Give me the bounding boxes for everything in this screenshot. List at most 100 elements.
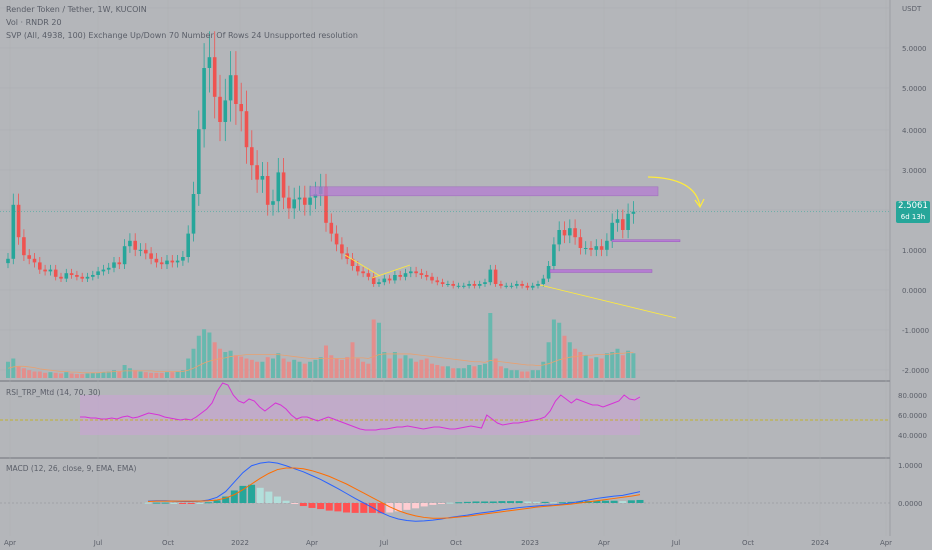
macd-histogram-bar — [239, 485, 247, 503]
candle-body — [583, 248, 588, 249]
candle-body — [59, 276, 63, 279]
candle-body — [250, 147, 254, 166]
volume-bar — [21, 368, 26, 378]
y-tick-label: 0.0000 — [902, 287, 927, 295]
candle-body — [499, 284, 503, 286]
candle-body — [197, 129, 201, 194]
volume-bar — [180, 370, 185, 378]
macd-histogram-bar — [619, 501, 627, 503]
volume-bar — [504, 368, 509, 378]
volume-bar — [85, 373, 90, 378]
macd-histogram-bar — [248, 484, 256, 503]
candle-body — [456, 285, 461, 287]
y-tick-label: -1.0000 — [902, 327, 929, 335]
rsi-pane — [0, 382, 890, 435]
volume-bar — [43, 372, 48, 378]
volume-bar — [578, 352, 583, 378]
macd-histogram-bar — [153, 502, 161, 504]
candle-body — [621, 219, 625, 230]
volume-bar — [377, 322, 381, 378]
volume-bar — [488, 313, 493, 378]
candle-body — [287, 197, 291, 209]
candle-body — [265, 176, 270, 205]
macd-histogram-bar — [291, 503, 299, 504]
volume-bar — [122, 365, 127, 378]
candle-body — [562, 230, 567, 236]
volume-bar — [541, 361, 546, 378]
candle-body — [244, 111, 249, 148]
volume-bar — [271, 358, 275, 378]
candle-body — [276, 172, 281, 202]
candle-body — [85, 276, 90, 279]
candle-body — [207, 57, 212, 68]
volume-bar — [350, 342, 355, 378]
volume-bar — [567, 342, 572, 378]
candle-body — [589, 248, 593, 250]
volume-bar — [239, 356, 244, 378]
macd-histogram-bar — [437, 503, 445, 504]
volume-bar — [207, 332, 212, 378]
volume-bar — [477, 365, 482, 378]
macd-histogram-bar — [524, 501, 532, 503]
volume-bar — [313, 359, 318, 378]
candle-body — [488, 269, 493, 283]
candle-body — [530, 285, 535, 288]
volume-bar — [249, 359, 254, 378]
macd-histogram-bar — [230, 490, 238, 503]
candle-body — [112, 262, 116, 268]
symbol-title[interactable]: Render Token / Tether, 1W, KUCOIN — [6, 5, 147, 14]
macd-histogram-bar — [420, 503, 428, 507]
x-tick-label: Apr — [4, 539, 16, 547]
candle-body — [212, 57, 217, 97]
candle-body — [568, 228, 572, 236]
macd-histogram-bar — [204, 502, 212, 504]
volume-bar — [371, 319, 376, 378]
volume-bar — [228, 350, 233, 378]
candle-body — [552, 244, 556, 266]
arrow-head — [694, 198, 705, 209]
volume-bar — [631, 353, 636, 378]
x-tick-label: Jul — [671, 539, 681, 547]
support-zone — [611, 239, 681, 242]
volume-bar — [260, 361, 265, 378]
volume-bar — [520, 371, 525, 378]
candle-body — [260, 176, 265, 180]
candle-body — [271, 201, 275, 205]
volume-legend[interactable]: Vol · RNDR 20 — [6, 18, 62, 27]
volume-bar — [445, 366, 450, 378]
volume-bar — [106, 371, 111, 378]
candle-body — [324, 186, 328, 223]
volume-bar — [302, 363, 307, 378]
volume-bar — [96, 372, 101, 378]
candle-body — [106, 267, 111, 270]
x-tick-label: Oct — [742, 539, 754, 547]
volume-bar — [419, 359, 424, 378]
volume-bar — [255, 361, 260, 378]
volume-bar — [223, 352, 228, 378]
volume-bar — [456, 368, 461, 378]
volume-bar — [509, 370, 514, 378]
candle-body — [334, 233, 339, 245]
candle-body — [43, 269, 47, 272]
y-tick-label: 4.0000 — [902, 127, 927, 135]
macd-histogram-bar — [429, 503, 437, 505]
macd-histogram-bar — [282, 500, 290, 503]
volume-bar — [467, 365, 472, 378]
candle-body — [144, 249, 148, 254]
macd-legend[interactable]: MACD (12, 26, close, 9, EMA, EMA) — [6, 464, 137, 473]
candle-body — [32, 258, 37, 263]
candle-body — [292, 199, 296, 209]
candlestick-series — [0, 31, 890, 291]
volume-bar — [610, 352, 615, 378]
rsi-legend[interactable]: RSI_TRP_Mtd (14, 70, 30) — [6, 388, 101, 397]
volume-bar — [191, 348, 196, 378]
volume-bar — [276, 353, 281, 378]
svp-legend[interactable]: SVP (All, 4938, 100) Exchange Up/Down 70… — [6, 31, 358, 40]
rsi-line — [80, 382, 641, 431]
y-tick-label: 5.0000 — [902, 45, 927, 53]
volume-bar — [154, 372, 159, 378]
candle-body — [446, 284, 450, 285]
macd-histogram-bar — [593, 500, 601, 503]
volume-bar — [117, 371, 122, 378]
